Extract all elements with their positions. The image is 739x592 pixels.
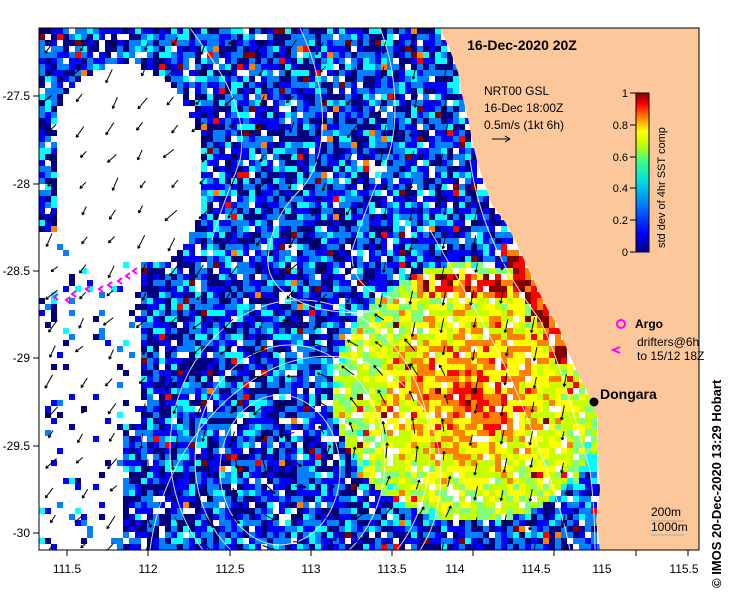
- x-tick-label: 114: [445, 562, 464, 576]
- drifter-symbol-icon: [610, 346, 621, 354]
- colorbar-label: std dev of 4hr SST comp: [656, 127, 668, 248]
- vector-note-line: 16-Dec 18:00Z: [484, 101, 563, 115]
- legend-argo-label: Argo: [635, 317, 663, 331]
- place-dot-icon: [589, 397, 599, 407]
- vector-note-line: NRT00 GSL: [484, 84, 549, 98]
- colorbar-ramp: [635, 92, 650, 253]
- x-tick-label: 113.5: [377, 562, 406, 576]
- credit-text: © IMOS 20-Dec-2020 13:29 Hobart: [709, 379, 724, 588]
- current-vectors: [41, 36, 569, 550]
- colorbar: 1 0.8 0.6 0.4 0.2 0 std dev of 4hr SST c…: [613, 88, 668, 259]
- x-tick-label: 115.5: [669, 562, 698, 576]
- plot-frame: [38, 27, 700, 551]
- argo-symbol-icon: [616, 319, 626, 329]
- place-marker-dongara: Dongara: [589, 386, 657, 407]
- colorbar-tick: 1: [622, 88, 628, 100]
- x-tick-label: 114.5: [521, 562, 550, 576]
- land-mass: [440, 28, 699, 550]
- colorbar-tick: 0.2: [613, 215, 628, 227]
- place-label: Dongara: [600, 386, 657, 402]
- y-tick-label: -30: [13, 526, 31, 540]
- colorbar-tick: 0: [622, 247, 628, 259]
- contour-key-label: 1000m: [651, 520, 688, 534]
- drifter-tracks: [52, 267, 138, 304]
- y-tick-label: -27.5: [3, 89, 31, 103]
- y-tick-label: -28: [13, 177, 31, 191]
- colorbar-tick: 0.8: [613, 120, 628, 132]
- colorbar-tick: 0.6: [613, 152, 628, 164]
- contour-key: 200m 1000m: [651, 505, 688, 536]
- y-axis: -27.5 -28 -28.5 -29 -29.5 -30: [3, 89, 39, 540]
- vector-scale-arrowhead: [504, 135, 511, 143]
- vector-scale-note: NRT00 GSL 16-Dec 18:00Z 0.5m/s (1kt 6h): [484, 84, 564, 143]
- depth-contours: [149, 28, 596, 550]
- y-tick-label: -29: [13, 351, 31, 365]
- x-tick-label: 115: [592, 562, 611, 576]
- y-tick-label: -29.5: [3, 439, 31, 453]
- contour-key-label: 200m: [651, 505, 681, 519]
- x-tick-label: 112: [138, 562, 157, 576]
- legend-drifters-label: drifters@6h: [637, 335, 699, 349]
- vector-note-line: 0.5m/s (1kt 6h): [484, 118, 564, 132]
- map-title: 16-Dec-2020 20Z: [467, 37, 577, 53]
- y-tick-label: -28.5: [3, 264, 31, 278]
- x-axis: 111.5 112 112.5 113 113.5 114 114.5 115 …: [53, 550, 699, 576]
- legend-drifters-label: to 15/12 18Z: [637, 349, 704, 363]
- legend: Argo drifters@6h to 15/12 18Z: [610, 317, 704, 363]
- x-tick-label: 113: [301, 562, 320, 576]
- x-tick-label: 111.5: [53, 562, 82, 576]
- map-plot-area: [39, 28, 699, 550]
- colorbar-tick: 0.4: [613, 183, 628, 195]
- x-tick-label: 112.5: [215, 562, 244, 576]
